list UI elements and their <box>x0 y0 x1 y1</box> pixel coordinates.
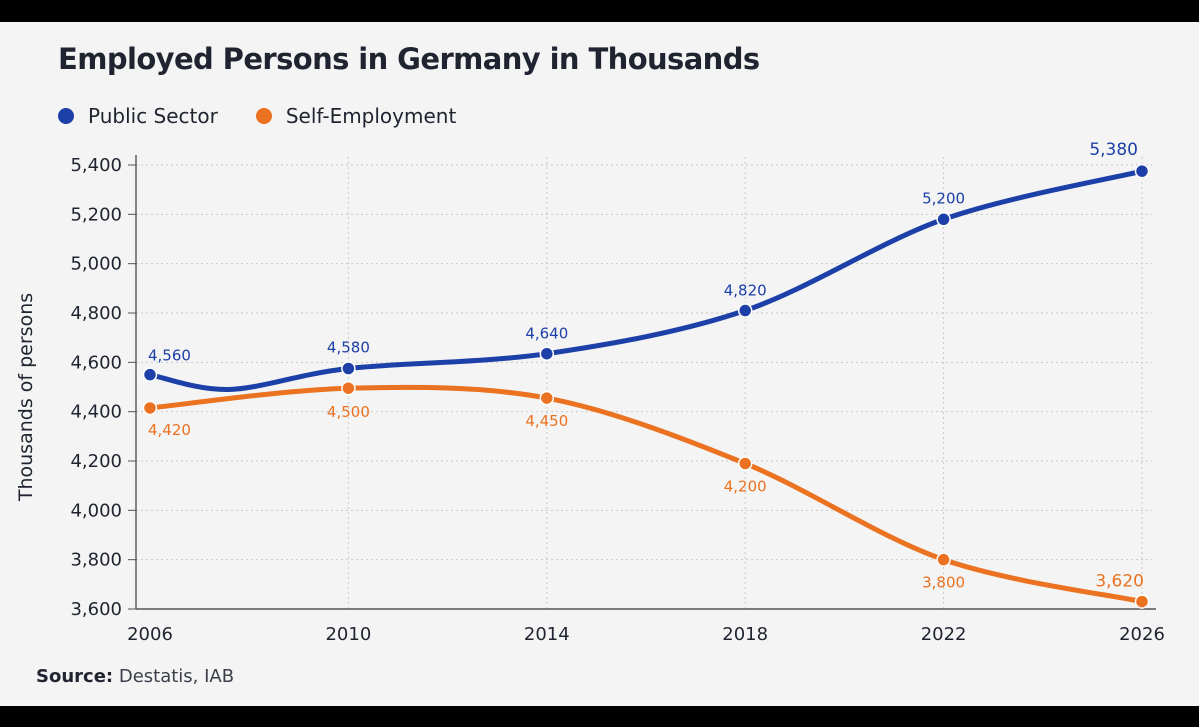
data-point-self-employment <box>1134 594 1150 609</box>
data-label-self-employment: 4,450 <box>525 412 568 430</box>
line-chart: 3,600 3,800 4,000 4,200 4,400 4,600 4,800 5,000… <box>70 140 1165 645</box>
data-point-public-sector <box>1134 163 1150 179</box>
y-tick-label: 5,000 <box>70 254 122 275</box>
data-label-self-employment: 3,620 <box>1095 572 1144 592</box>
x-tick-label: 2022 <box>921 624 967 645</box>
data-label-public-sector: 4,560 <box>148 347 191 365</box>
legend-item-self-employment: Self-Employment <box>255 104 457 128</box>
y-tick-label: 3,800 <box>70 550 122 571</box>
legend-label-public-sector: Public Sector <box>88 104 218 128</box>
data-label-public-sector: 4,640 <box>525 325 568 343</box>
source-note: Source: Destatis, IAB <box>36 666 234 687</box>
y-tick-label: 4,800 <box>70 303 122 324</box>
y-tick-label: 4,000 <box>70 500 122 521</box>
chart-title: Employed Persons in Germany in Thousands <box>58 42 760 76</box>
y-tick-label: 4,200 <box>70 451 122 472</box>
legend-dot-self-employment <box>255 108 272 124</box>
series-line-self-employment <box>147 384 1145 605</box>
x-tick-label: 2014 <box>524 624 570 645</box>
data-label-public-sector: 4,820 <box>724 282 767 300</box>
source-value: Destatis, IAB <box>118 666 235 687</box>
data-label-self-employment: 4,500 <box>327 403 370 421</box>
data-point-self-employment <box>142 400 158 416</box>
data-point-public-sector <box>737 303 753 318</box>
y-tick-label: 4,600 <box>70 352 122 373</box>
data-label-public-sector: 4,580 <box>327 339 370 357</box>
legend-item-public-sector: Public Sector <box>58 104 218 128</box>
data-point-self-employment <box>341 380 356 396</box>
source-key: Source: <box>36 666 114 687</box>
x-tick-label: 2010 <box>325 624 371 645</box>
legend-label-self-employment: Self-Employment <box>285 104 457 128</box>
data-label-self-employment: 4,420 <box>148 421 191 439</box>
series-line-public-sector <box>147 168 1145 392</box>
x-tick-label: 2026 <box>1119 624 1165 645</box>
x-tick-label: 2006 <box>127 624 173 645</box>
data-label-self-employment: 3,800 <box>922 574 965 592</box>
y-tick-label: 4,400 <box>70 402 122 423</box>
data-point-self-employment <box>936 552 951 567</box>
data-label-public-sector: 5,380 <box>1089 140 1138 160</box>
data-point-public-sector <box>341 361 356 376</box>
x-tick-label: 2018 <box>722 624 768 645</box>
data-point-self-employment <box>737 456 753 471</box>
legend: Public Sector Self-Employment <box>58 104 494 128</box>
data-point-public-sector <box>142 367 158 382</box>
data-label-self-employment: 4,200 <box>724 477 767 495</box>
legend-dot-public-sector <box>58 108 74 124</box>
data-point-public-sector <box>539 346 555 361</box>
data-point-public-sector <box>936 212 951 227</box>
y-tick-label: 5,400 <box>70 155 122 176</box>
y-tick-label: 3,600 <box>70 599 122 620</box>
data-point-self-employment <box>539 390 555 406</box>
data-label-public-sector: 5,200 <box>922 189 965 207</box>
y-tick-label: 5,200 <box>70 204 122 225</box>
chart-frame: Employed Persons in Germany in Thousands… <box>0 22 1199 706</box>
